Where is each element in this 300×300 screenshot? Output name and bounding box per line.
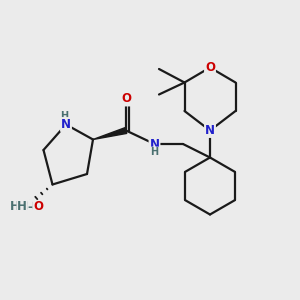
Text: H–O: H–O (10, 200, 35, 214)
Text: H: H (150, 147, 159, 158)
Text: H: H (60, 111, 69, 121)
Text: O: O (33, 200, 43, 214)
Text: O: O (121, 92, 131, 106)
Text: N: N (149, 137, 160, 151)
Text: O: O (205, 61, 215, 74)
Text: H: H (17, 200, 27, 214)
Polygon shape (93, 128, 127, 140)
Text: -: - (28, 200, 32, 214)
Text: N: N (205, 124, 215, 137)
Text: N: N (61, 118, 71, 131)
